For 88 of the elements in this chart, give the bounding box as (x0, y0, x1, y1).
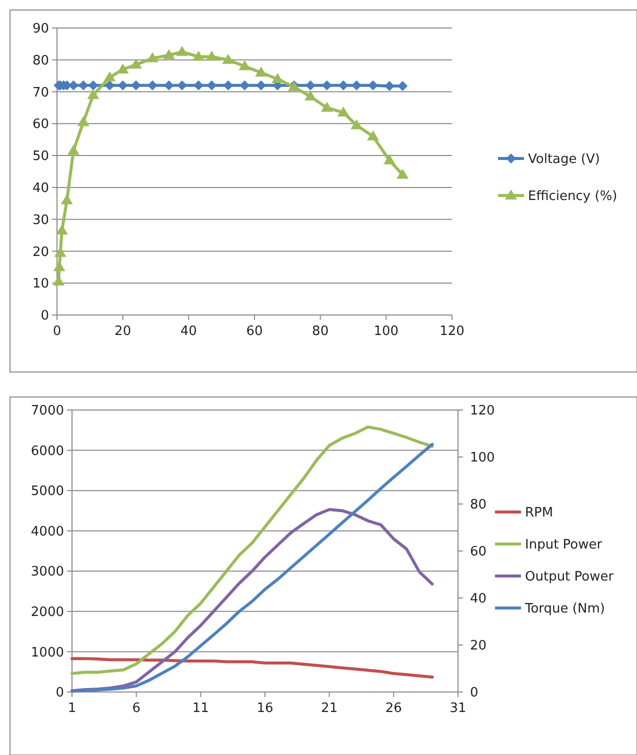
point (147, 80, 158, 90)
point (396, 168, 409, 179)
point (367, 130, 379, 140)
point (194, 80, 204, 90)
x-tick-label: 11 (192, 701, 209, 716)
y2-tick-label: 40 (470, 592, 487, 607)
x-tick-label: 31 (450, 701, 466, 716)
line-series (70, 657, 434, 679)
point (176, 46, 188, 56)
point (272, 73, 284, 84)
x-tick-label: 100 (374, 324, 399, 339)
point (104, 80, 115, 90)
point (53, 261, 66, 272)
point (206, 50, 218, 61)
legend-label: Input Power (525, 538, 603, 553)
point (118, 80, 128, 90)
y-tick-label: 90 (32, 22, 49, 37)
y2-tick-label: 100 (470, 450, 495, 466)
x-tick-label: 60 (246, 324, 263, 339)
point (368, 80, 378, 90)
legend-label: RPM (525, 506, 554, 521)
y2-tick-label: 80 (470, 498, 487, 513)
point (305, 80, 316, 90)
y-tick-label: 20 (32, 244, 49, 260)
y-tick-label: 0 (40, 308, 49, 324)
x-tick-label: 20 (114, 324, 132, 339)
y-tick-label: 4000 (30, 524, 64, 540)
y-tick-label: 6000 (30, 444, 64, 459)
legend-label: Efficiency (%) (528, 189, 618, 204)
y-tick-label: 0 (56, 686, 64, 701)
y-tick-label: 2000 (30, 604, 64, 620)
point (352, 80, 362, 90)
y-tick-label: 40 (32, 180, 49, 196)
x-tick-label: 26 (385, 701, 402, 716)
x-tick-label: 120 (440, 324, 464, 339)
point (398, 81, 408, 92)
point (164, 80, 174, 90)
x-tick-label: 16 (256, 701, 274, 716)
y-tick-label: 10 (32, 276, 49, 292)
y2-tick-label: 20 (470, 638, 487, 654)
point (206, 80, 217, 90)
y-tick-label: 60 (32, 117, 49, 132)
y2-tick-label: 0 (470, 686, 478, 701)
point (56, 224, 68, 234)
point (240, 80, 250, 90)
x-tick-label: 1 (68, 701, 76, 716)
point (104, 71, 116, 82)
point (238, 60, 251, 70)
point (223, 80, 234, 90)
point (256, 80, 266, 90)
y-tick-label: 50 (32, 149, 49, 164)
y-tick-label: 80 (32, 53, 49, 68)
point (87, 88, 100, 99)
point (162, 49, 175, 60)
point (60, 194, 73, 204)
point (322, 80, 332, 90)
point (78, 80, 88, 90)
point (222, 54, 234, 64)
point (192, 50, 205, 61)
point (130, 58, 142, 69)
point (88, 80, 98, 90)
legend-label: Torque (Nm) (524, 602, 605, 617)
x-tick-label: 80 (312, 324, 329, 339)
y-tick-label: 7000 (30, 404, 64, 419)
x-tick-label: 21 (321, 701, 338, 716)
legend-label: Voltage (V) (528, 152, 600, 168)
point (384, 81, 394, 92)
x-tick-label: 40 (180, 324, 197, 339)
y-tick-label: 1000 (30, 645, 64, 660)
point (304, 90, 316, 101)
y2-tick-label: 120 (470, 404, 495, 419)
y-tick-label: 70 (32, 85, 49, 100)
y-tick-label: 30 (32, 212, 49, 228)
point (146, 52, 158, 62)
x-tick-label: 6 (132, 701, 140, 716)
y-tick-label: 5000 (30, 484, 64, 500)
y-tick-label: 3000 (30, 564, 64, 580)
point (320, 102, 333, 112)
point (255, 66, 268, 77)
point (131, 80, 141, 90)
point (337, 106, 350, 117)
y2-tick-label: 60 (470, 544, 487, 560)
point (177, 80, 188, 90)
point (77, 116, 90, 126)
legend-label: Output Power (525, 570, 614, 585)
point (338, 80, 348, 90)
point (383, 154, 396, 164)
point (67, 144, 80, 155)
